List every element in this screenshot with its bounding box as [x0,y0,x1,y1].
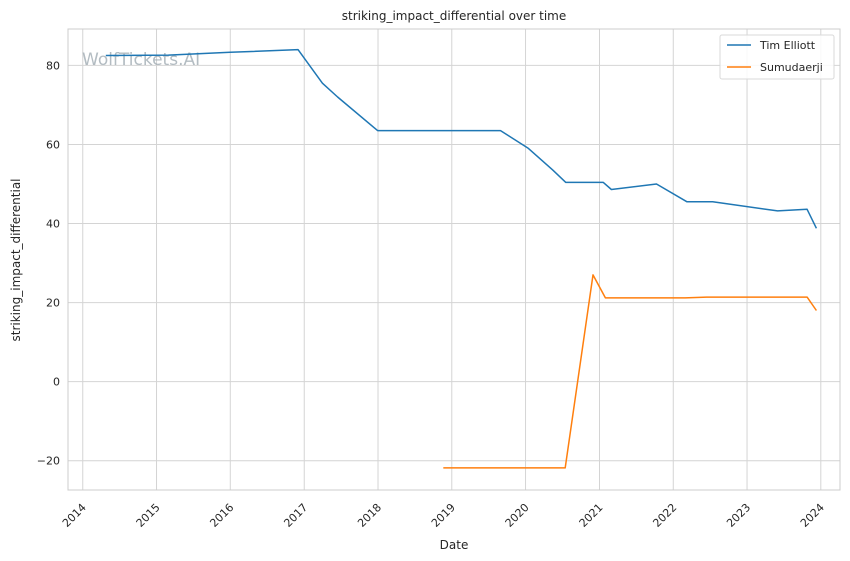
x-tick-labels: 2014 2015 2016 2017 2018 2019 2020 2021 2022 2023… [60,501,827,530]
grid-layer [68,29,840,490]
series-line-sumudaerji [443,274,818,469]
plot-frame [67,28,841,491]
y-tick-label: 60 [46,138,60,151]
x-tick-label: 2021 [577,501,606,530]
x-tick-label: 2014 [60,501,89,530]
y-tick-label: 40 [46,218,60,231]
y-axis-label: striking_impact_differential [9,178,23,341]
x-tick-label: 2016 [207,501,236,530]
x-tick-label: 2024 [798,501,827,530]
x-tick-label: 2018 [355,501,384,530]
x-axis-label: Date [440,538,469,552]
legend-box [719,34,835,80]
y-tick-label: 80 [46,59,60,72]
y-tick-label: 20 [46,297,60,310]
y-tick-label: −20 [37,455,60,468]
y-tick-label: 0 [53,376,60,389]
x-tick-label: 2015 [134,501,163,530]
x-tick-label: 2019 [429,501,458,530]
y-tick-labels: −20 0 20 40 60 80 [37,59,60,467]
x-tick-label: 2023 [724,501,753,530]
series-line-tim-elliott [105,48,818,229]
chart-title: striking_impact_differential over time [342,9,567,23]
x-tick-label: 2017 [281,501,310,530]
legend-label-sumudaerji: Sumudaerji [760,61,823,74]
x-tick-label: 2020 [503,501,532,530]
watermark-layer: WolfTickets.AI [82,50,200,70]
series-layer [105,48,818,469]
x-tick-label: 2022 [650,501,679,530]
legend-label-tim-elliott: Tim Elliott [759,39,816,52]
watermark: WolfTickets.AI [82,50,200,70]
legend: Tim Elliott Sumudaerji [719,34,835,80]
